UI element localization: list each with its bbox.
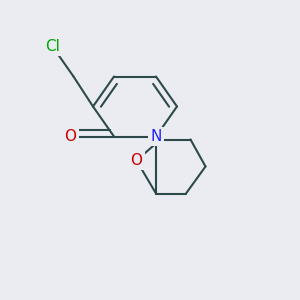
Text: O: O	[130, 153, 142, 168]
Text: Cl: Cl	[45, 39, 60, 54]
Text: N: N	[150, 129, 162, 144]
Text: Cl: Cl	[45, 39, 60, 54]
Text: O: O	[130, 153, 142, 168]
Text: N: N	[150, 129, 162, 144]
Text: O: O	[64, 129, 76, 144]
Text: O: O	[64, 129, 76, 144]
